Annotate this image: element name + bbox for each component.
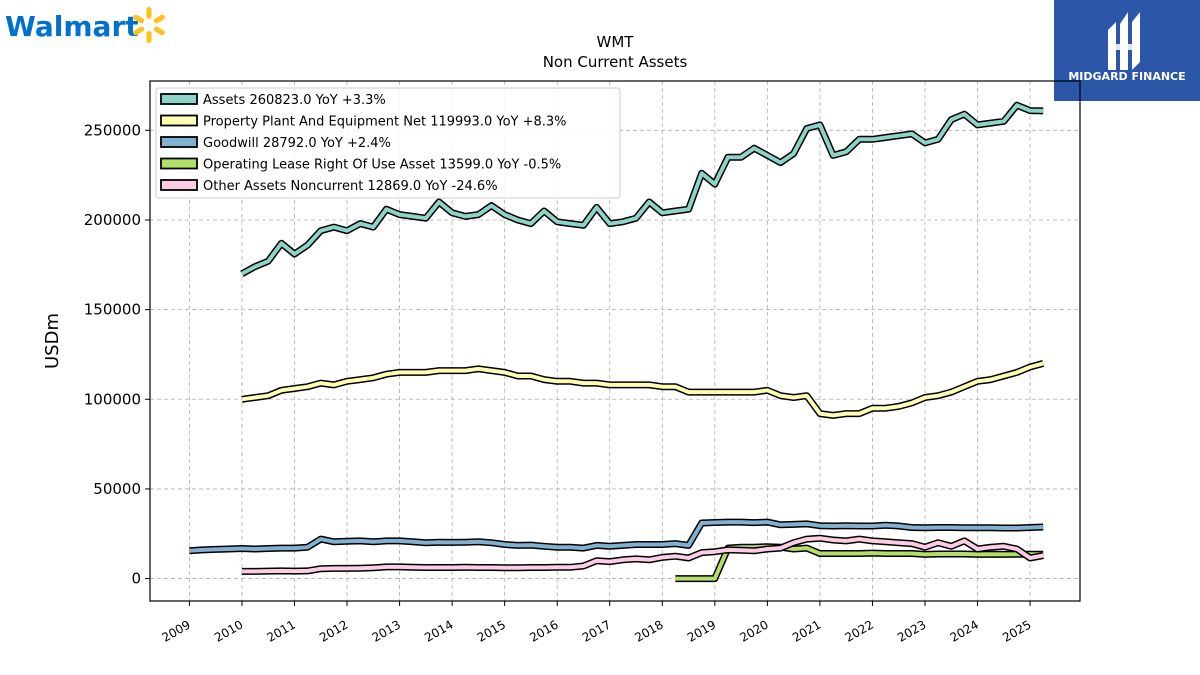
y-axis-label: USDm <box>42 313 63 369</box>
x-tick-label: 2014 <box>422 617 455 644</box>
series-lines <box>189 101 1045 583</box>
x-tick-label: 2019 <box>685 617 718 644</box>
legend-swatch <box>160 93 198 105</box>
series-property-plant-and-equipment-net <box>241 360 1045 419</box>
x-tick-label: 2015 <box>475 617 508 644</box>
x-tick-label: 2022 <box>843 617 876 644</box>
series-goodwill <box>189 518 1044 555</box>
series-other-assets-noncurrent <box>241 534 1044 575</box>
spark-icon <box>133 7 165 43</box>
y-axis: 0 50000 100000 150000 200000 250000 <box>84 121 150 588</box>
series-line-outline <box>241 360 1045 419</box>
legend-swatch <box>160 157 198 170</box>
chart-title: WMT <box>597 33 635 51</box>
legend-entry: Goodwill 28792.0 YoY +2.4% <box>203 136 391 151</box>
x-tick-label: 2009 <box>159 617 192 644</box>
legend-entry: Other Assets Noncurrent 12869.0 YoY -24.… <box>203 179 498 194</box>
y-tick-label: 200000 <box>84 211 141 229</box>
series-line <box>241 536 1044 574</box>
y-tick-label: 50000 <box>93 480 141 498</box>
chart-subtitle: Non Current Assets <box>543 53 688 71</box>
plot-area <box>149 80 1081 602</box>
legend-entry: Operating Lease Right Of Use Asset 13599… <box>203 158 561 173</box>
x-tick-label: 2025 <box>1000 617 1033 644</box>
x-tick-label: 2011 <box>265 617 298 644</box>
legend-swatch <box>160 114 198 127</box>
legend-entry: Assets 260823.0 YoY +3.3% <box>203 93 386 108</box>
x-tick-label: 2023 <box>895 617 928 644</box>
midgard-wordmark: MIDGARD FINANCE <box>1068 70 1185 83</box>
midgard-finance-logo: MIDGARD FINANCE <box>1054 0 1200 101</box>
x-tick-label: 2012 <box>317 617 350 644</box>
x-tick-label: 2010 <box>212 617 245 644</box>
walmart-wordmark: Walmart <box>5 10 139 43</box>
x-tick-label: 2020 <box>737 617 770 644</box>
x-tick-label: 2017 <box>580 617 613 644</box>
legend-swatch <box>160 179 198 191</box>
series-line <box>189 520 1044 553</box>
y-tick-label: 250000 <box>84 121 141 139</box>
midgard-emblem-icon <box>1108 12 1140 70</box>
y-tick-label: 100000 <box>84 390 141 408</box>
x-tick-label: 2013 <box>370 617 403 644</box>
x-axis: 2009 2010 2011 2012 2013 2014 2015 2016 2017 2018… <box>159 601 1034 645</box>
y-tick-label: 150000 <box>84 301 141 319</box>
x-tick-label: 2024 <box>948 617 981 644</box>
series-assets <box>240 101 1044 277</box>
x-tick-label: 2016 <box>527 617 560 644</box>
walmart-logo: Walmart <box>5 7 165 43</box>
legend-swatch <box>160 136 198 148</box>
legend-box <box>155 87 621 199</box>
legend-entry: Property Plant And Equipment Net 119993.… <box>203 115 567 130</box>
y-tick-label: 0 <box>131 570 141 588</box>
x-tick-label: 2021 <box>790 617 823 644</box>
x-tick-label: 2018 <box>632 617 665 644</box>
series-line <box>241 361 1044 418</box>
series-line <box>240 103 1044 276</box>
legend: Assets 260823.0 YoY +3.3% Property Plant … <box>155 87 621 199</box>
